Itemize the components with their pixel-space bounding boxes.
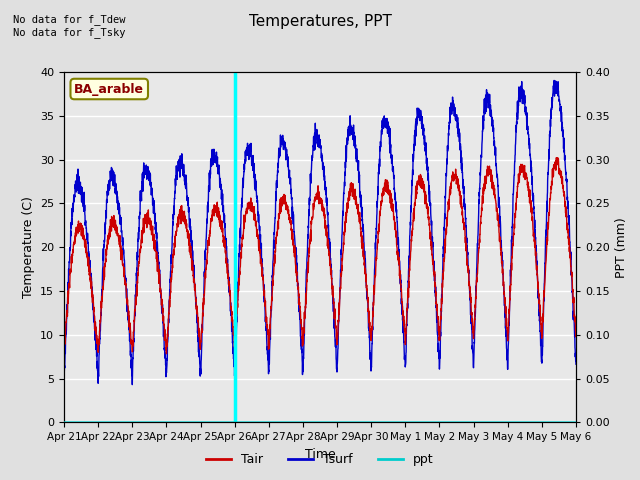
Legend: Tair, Tsurf, ppt: Tair, Tsurf, ppt <box>202 448 438 471</box>
Text: No data for f_Tdew
No data for f_Tsky: No data for f_Tdew No data for f_Tsky <box>13 14 125 38</box>
X-axis label: Time: Time <box>305 448 335 461</box>
Text: Temperatures, PPT: Temperatures, PPT <box>248 14 392 29</box>
Y-axis label: PPT (mm): PPT (mm) <box>615 217 628 277</box>
Y-axis label: Temperature (C): Temperature (C) <box>22 196 35 298</box>
Text: BA_arable: BA_arable <box>74 83 144 96</box>
